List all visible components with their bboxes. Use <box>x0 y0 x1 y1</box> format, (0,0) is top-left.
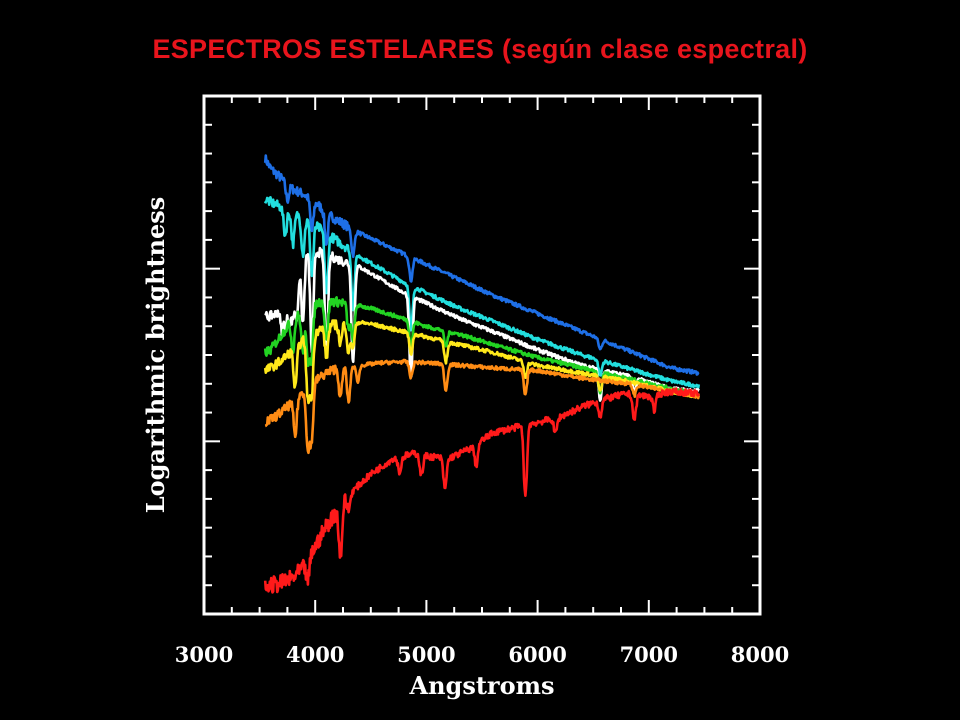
spectrum-series-6 <box>264 358 701 455</box>
x-tick-labels: 3000 4000 5000 6000 7000 8000 <box>175 642 789 667</box>
x-tick-label: 4000 <box>286 642 344 667</box>
series-layer <box>263 154 701 594</box>
spectrum-series-1 <box>263 154 700 376</box>
x-axis-label: Angstroms <box>408 671 554 700</box>
chart-title: ESPECTROS ESTELARES (según clase espectr… <box>152 34 808 64</box>
x-tick-label: 5000 <box>397 642 455 667</box>
x-tick-label: 7000 <box>620 642 678 667</box>
spectrum-series-7 <box>263 387 701 594</box>
spectrum-series-3 <box>264 246 700 402</box>
y-axis-label: Logarithmic brightness <box>141 197 170 514</box>
x-tick-label: 3000 <box>175 642 233 667</box>
x-tick-label: 6000 <box>508 642 566 667</box>
axis-ticks <box>203 95 761 615</box>
spectrum-series-2 <box>263 196 701 390</box>
x-tick-label: 8000 <box>731 642 789 667</box>
